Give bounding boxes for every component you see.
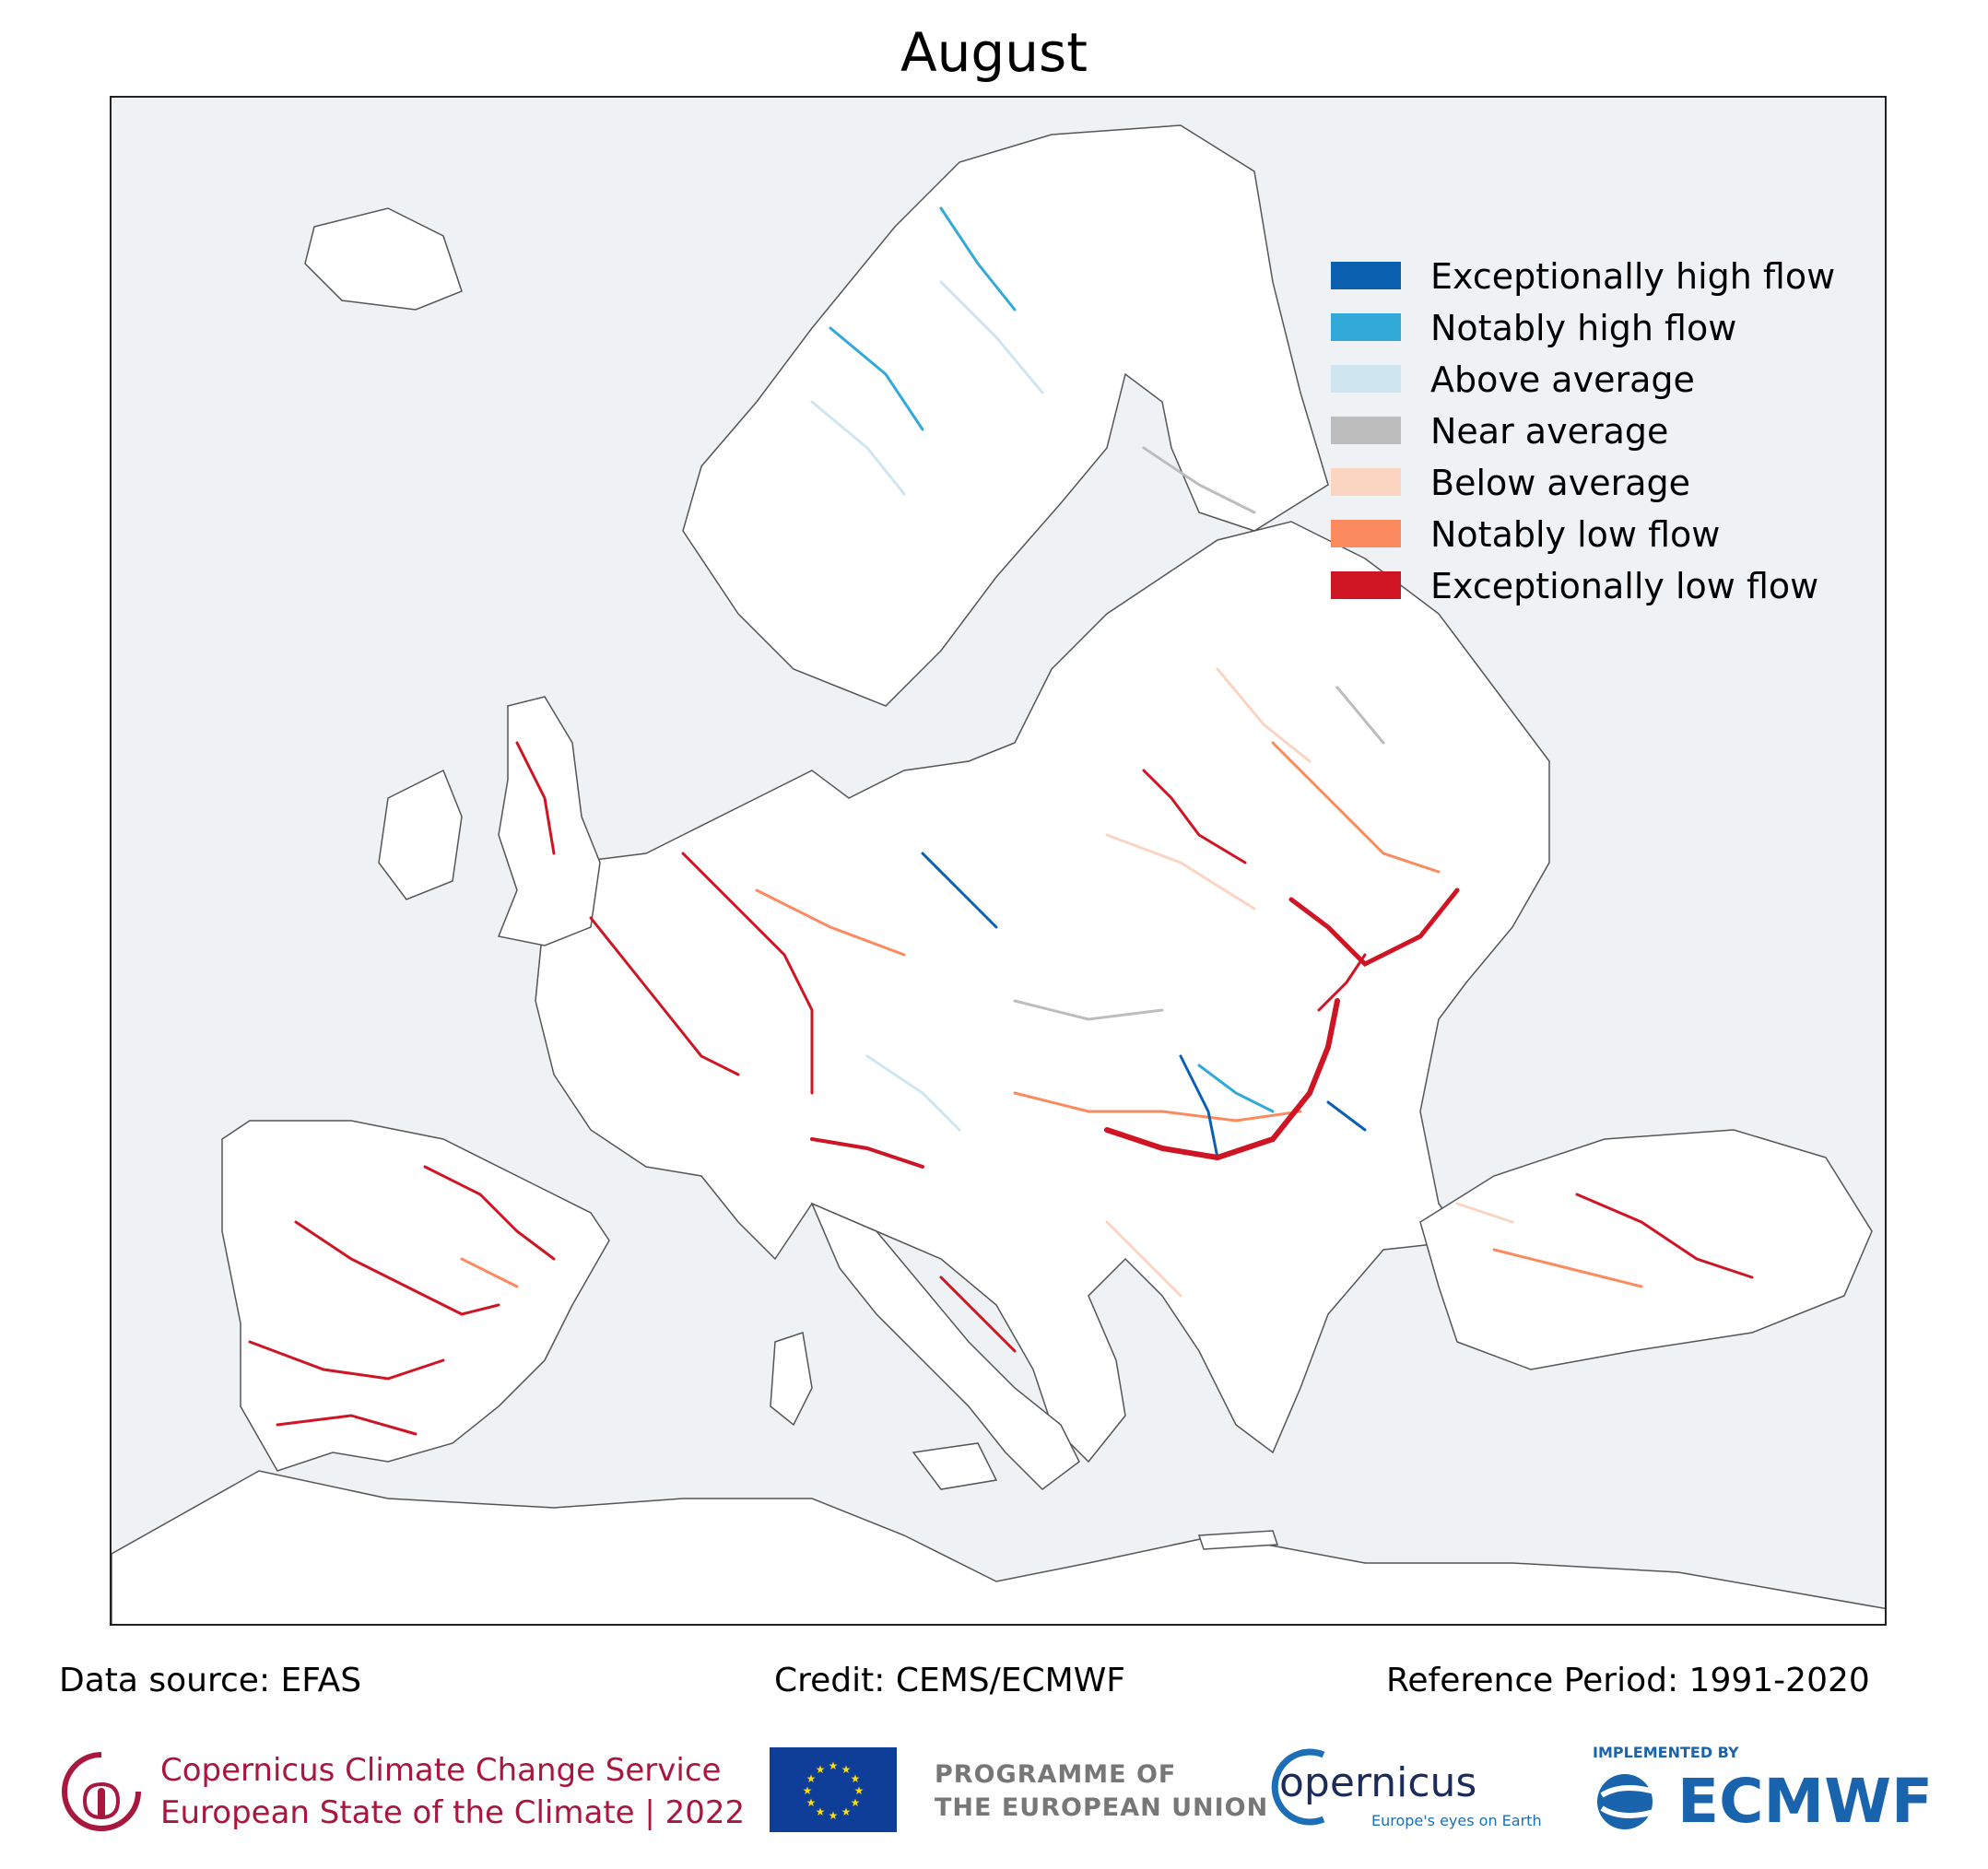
legend-item: Near average (1331, 406, 1847, 457)
svg-text:★: ★ (829, 1809, 839, 1822)
ecmwf-wave-icon (1597, 1774, 1668, 1829)
legend-label: Below average (1430, 463, 1690, 503)
italy-landmass (810, 1202, 1080, 1490)
svg-text:★: ★ (841, 1763, 852, 1776)
mainland-europe-landmass (535, 521, 1550, 1463)
dnieper-river (1288, 887, 1460, 968)
eu-flag-icon: ★ ★ ★ ★ ★ ★ ★ ★ ★ ★ ★ ★ (770, 1747, 897, 1832)
ireland-landmass (378, 769, 463, 900)
copernicus-swoosh-icon (1271, 1748, 1325, 1826)
river-layer (248, 206, 1754, 1436)
svg-text:★: ★ (829, 1759, 839, 1772)
ecmwf-logo-text: ECMWF (1677, 1766, 1934, 1837)
copernicus-logo-text: opernicus (1279, 1759, 1477, 1806)
c3s-thermometer-icon (62, 1752, 141, 1831)
svg-text:★: ★ (854, 1784, 865, 1797)
c3s-logo-text: Copernicus Climate Change Service Europe… (160, 1749, 745, 1834)
eu-line-1: PROGRAMME OF (935, 1760, 1177, 1789)
legend-item: Below average (1331, 457, 1847, 509)
eu-programme-text: PROGRAMME OF THE EUROPEAN UNION (935, 1758, 1268, 1825)
credit-label: Credit: CEMS/ECMWF (774, 1662, 1126, 1699)
ecmwf-implemented-label: IMPLEMENTED BY (1593, 1744, 1739, 1761)
reference-period-label: Reference Period: 1991-2020 (1386, 1662, 1870, 1699)
svg-text:★: ★ (816, 1805, 826, 1818)
po-river (810, 1137, 924, 1169)
svg-text:★: ★ (806, 1796, 817, 1809)
c3s-line-2: European State of the Climate | 2022 (160, 1794, 746, 1831)
c3s-line-1: Copernicus Climate Change Service (160, 1752, 722, 1789)
legend-item: Above average (1331, 354, 1847, 406)
eu-line-2: THE EUROPEAN UNION (935, 1793, 1269, 1822)
svg-text:★: ★ (816, 1763, 826, 1776)
legend-swatch (1331, 313, 1401, 341)
legend-item: Exceptionally high flow (1331, 251, 1847, 302)
legend-item: Notably high flow (1331, 302, 1847, 354)
north-africa-landmass (112, 1470, 1885, 1624)
legend-swatch (1331, 520, 1401, 547)
logo-bar: Copernicus Climate Change Service Europe… (0, 1733, 1988, 1862)
flow-legend: Exceptionally high flow Notably high flo… (1331, 251, 1847, 612)
scandinavia-landmass (682, 124, 1329, 707)
danube-river (1104, 998, 1340, 1161)
legend-label: Exceptionally low flow (1430, 566, 1819, 606)
map-panel (110, 96, 1887, 1626)
legend-swatch (1331, 365, 1401, 393)
legend-swatch (1331, 571, 1401, 599)
legend-item: Notably low flow (1331, 509, 1847, 560)
legend-label: Exceptionally high flow (1430, 256, 1836, 297)
legend-swatch (1331, 468, 1401, 496)
iberia-landmass (221, 1120, 610, 1472)
legend-item: Exceptionally low flow (1331, 560, 1847, 612)
iceland-landmass (304, 207, 463, 311)
europe-river-flow-map (112, 124, 1885, 1624)
legend-swatch (1331, 262, 1401, 289)
map-title: August (900, 21, 1088, 84)
copernicus-tagline: Europe's eyes on Earth (1371, 1812, 1542, 1829)
data-source-label: Data source: EFAS (59, 1662, 362, 1699)
legend-label: Near average (1430, 411, 1669, 452)
svg-text:★: ★ (851, 1772, 861, 1785)
turkey-landmass (1419, 1129, 1873, 1370)
legend-label: Notably high flow (1430, 308, 1737, 348)
sicily-landmass (912, 1442, 998, 1490)
svg-text:★: ★ (806, 1772, 817, 1785)
legend-label: Above average (1430, 359, 1695, 400)
crete-landmass (1197, 1530, 1279, 1550)
legend-swatch (1331, 417, 1401, 444)
svg-text:★: ★ (841, 1805, 852, 1818)
svg-text:★: ★ (803, 1784, 813, 1797)
legend-label: Notably low flow (1430, 514, 1721, 555)
svg-text:★: ★ (851, 1796, 861, 1809)
sardinia-landmass (770, 1332, 813, 1427)
